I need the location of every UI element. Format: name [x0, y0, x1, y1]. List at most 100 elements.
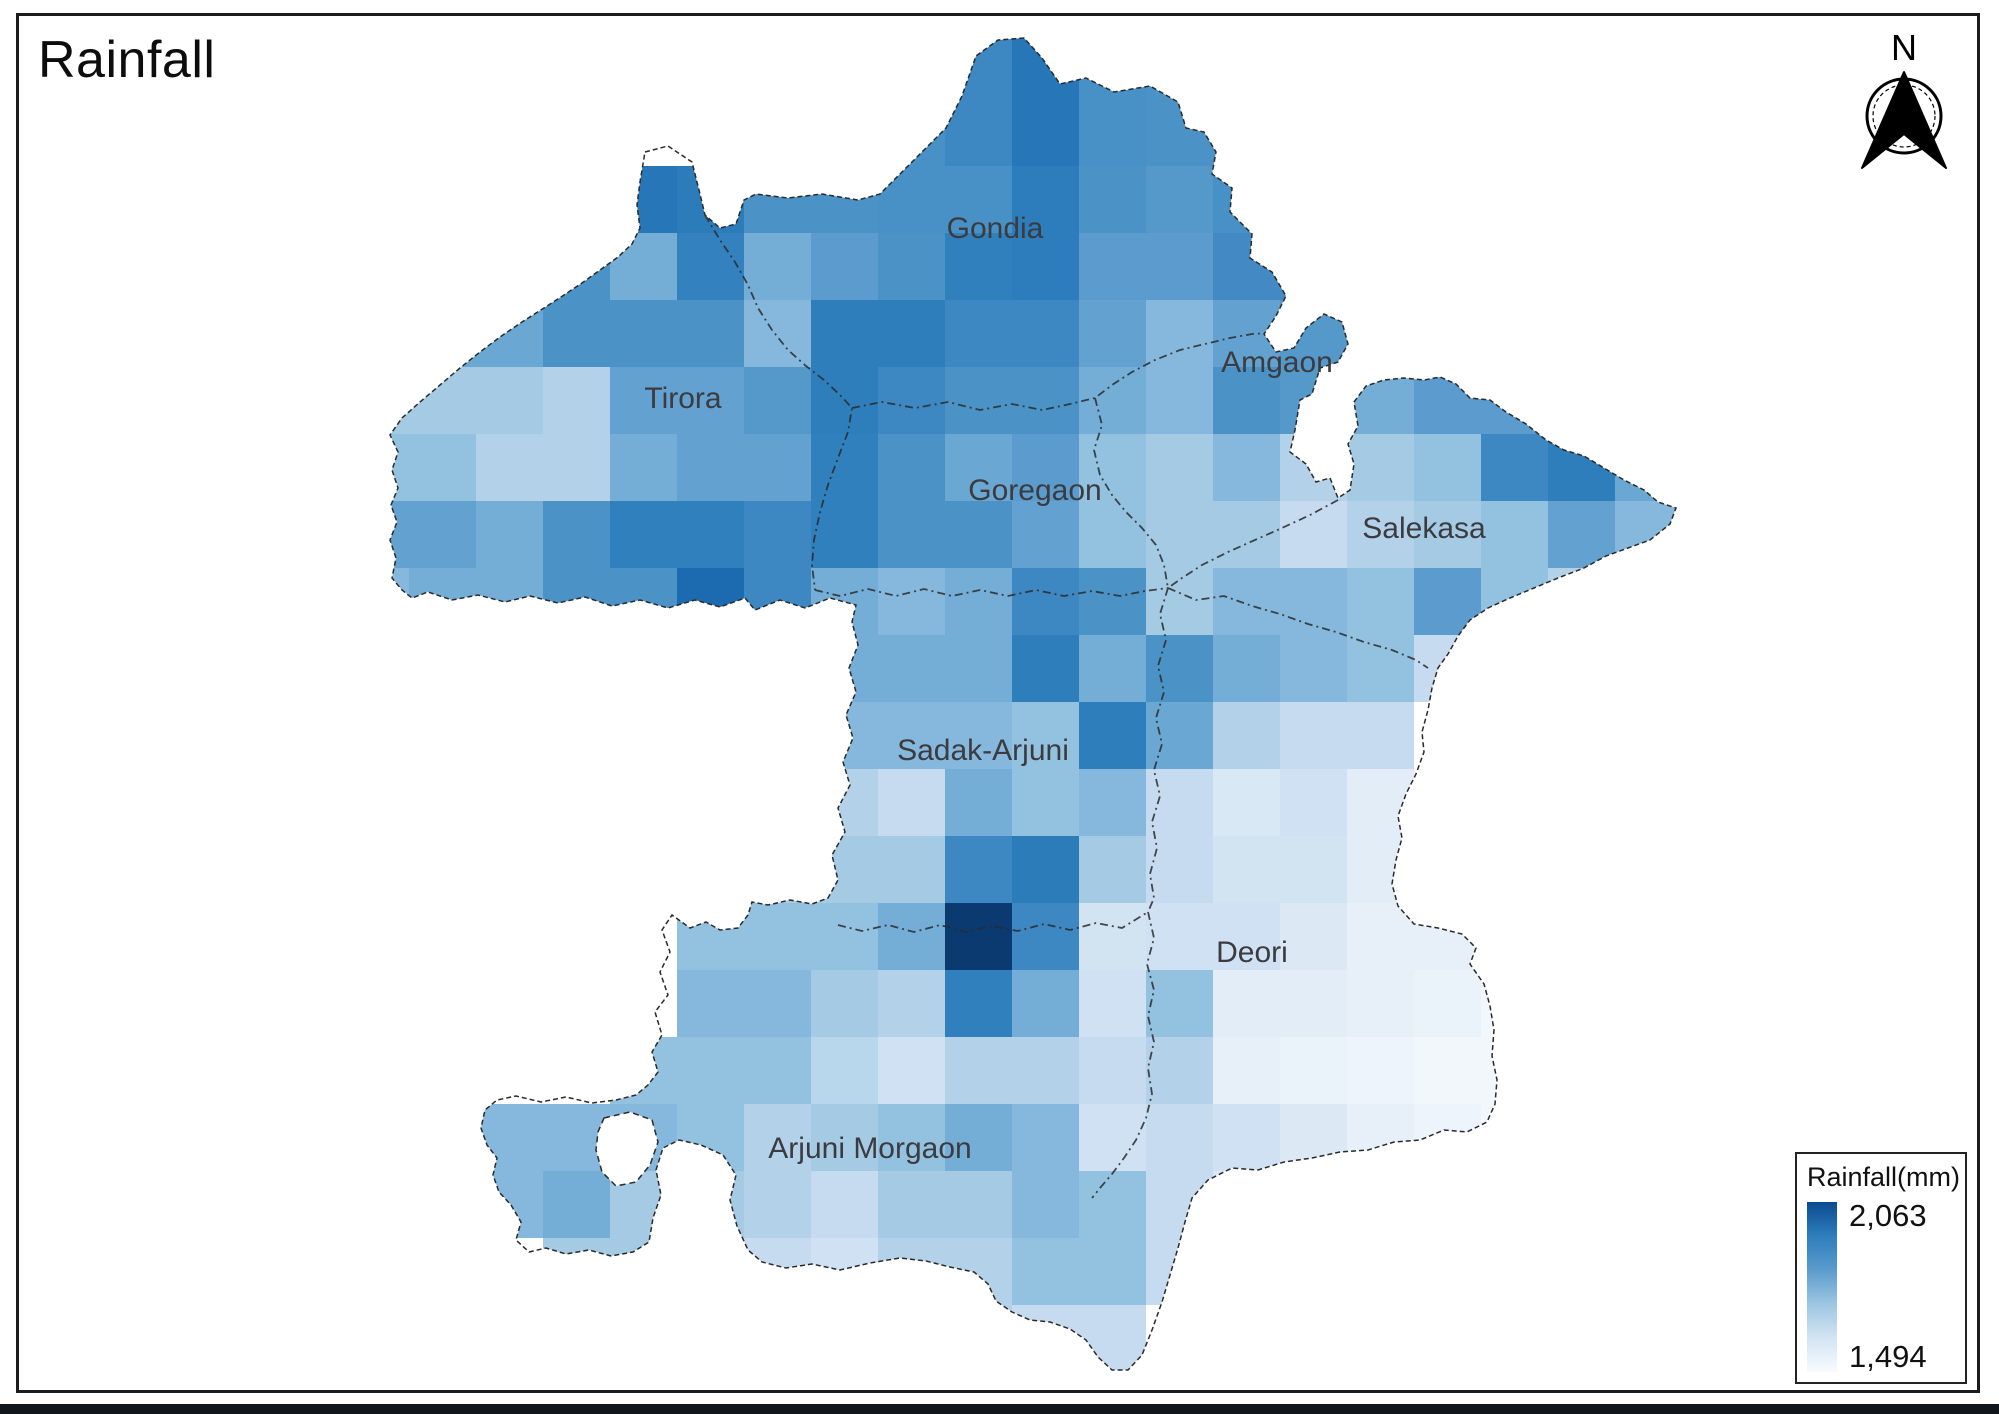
raster-cell — [1414, 568, 1481, 635]
raster-cell — [1213, 501, 1280, 568]
raster-cell — [1146, 367, 1213, 434]
page-title: Rainfall — [38, 31, 216, 89]
raster-cell — [1146, 1037, 1213, 1104]
raster-cell — [677, 1238, 744, 1305]
raster-cell — [945, 769, 1012, 836]
raster-cell — [744, 568, 811, 635]
raster-cell — [1347, 568, 1414, 635]
raster-cell — [1012, 568, 1079, 635]
raster-cell — [811, 635, 878, 702]
raster-cell — [945, 38, 1012, 99]
raster-cell — [390, 501, 409, 568]
raster-cell — [1146, 300, 1213, 367]
raster-cell — [1213, 166, 1280, 233]
raster-cell — [811, 1238, 878, 1305]
raster-cell — [1213, 568, 1280, 635]
raster-cell — [1213, 1104, 1280, 1171]
raster-cell — [811, 300, 878, 367]
raster-cell — [1079, 1037, 1146, 1104]
raster-cell — [878, 99, 945, 166]
raster-cell — [390, 568, 409, 635]
raster-cell — [878, 501, 945, 568]
raster-cell — [945, 1305, 1012, 1370]
raster-cell — [878, 1037, 945, 1104]
raster-cell — [1615, 434, 1676, 501]
raster-cell — [1146, 434, 1213, 501]
raster-cell — [878, 367, 945, 434]
north-arrow-pointer — [1861, 71, 1947, 169]
raster-cell — [677, 903, 744, 970]
legend-box: Rainfall(mm) 2,063 1,494 — [1795, 1152, 1967, 1384]
raster-cell — [1213, 233, 1280, 300]
raster-cell — [878, 1305, 945, 1370]
raster-cell — [744, 1037, 811, 1104]
region-label: Arjuni Morgaon — [768, 1132, 971, 1165]
raster-cell — [1012, 501, 1079, 568]
raster-cell — [945, 836, 1012, 903]
raster-cell — [677, 1037, 744, 1104]
raster-cell — [1347, 836, 1414, 903]
raster-cell — [811, 568, 878, 635]
raster-cell — [610, 166, 677, 233]
raster-cell — [1414, 635, 1481, 702]
raster-cell — [1079, 99, 1146, 166]
raster-cell — [945, 300, 1012, 367]
raster-cell — [1280, 702, 1347, 769]
raster-cell — [1280, 903, 1347, 970]
raster-cell — [744, 836, 811, 903]
raster-cell — [1079, 702, 1146, 769]
raster-cell — [1012, 300, 1079, 367]
raster-cell — [811, 903, 878, 970]
raster-cell — [1347, 903, 1414, 970]
raster-cell — [1414, 367, 1481, 434]
raster-cell — [1347, 300, 1414, 367]
raster-cell — [409, 501, 476, 568]
raster-cell — [1012, 367, 1079, 434]
raster-cell — [476, 300, 543, 367]
raster-cell — [1280, 635, 1347, 702]
raster-cell — [543, 501, 610, 568]
raster-cell — [1079, 836, 1146, 903]
district-outline — [389, 37, 1677, 1371]
north-arrow: N — [1861, 27, 1947, 169]
raster-cell — [1012, 769, 1079, 836]
legend-min-value: 1,494 — [1849, 1339, 1927, 1374]
raster-cell — [878, 1238, 945, 1305]
raster-cell — [811, 1171, 878, 1238]
raster-cell — [878, 38, 945, 99]
raster-cell — [945, 99, 1012, 166]
raster-cell — [878, 300, 945, 367]
raster-cell — [1414, 970, 1481, 1037]
raster-cell — [409, 367, 476, 434]
raster-cell — [945, 1037, 1012, 1104]
raster-cell — [476, 367, 543, 434]
raster-cell — [878, 903, 945, 970]
raster-cell — [543, 166, 610, 233]
raster-cell — [1146, 1104, 1213, 1171]
raster-cell — [1481, 1104, 1548, 1171]
raster-cell — [811, 836, 878, 903]
raster-cell — [677, 300, 744, 367]
boundary-sadakarjuni-deori — [1147, 587, 1169, 913]
boundary-goregaon-sadakarjuni — [814, 587, 1169, 597]
raster-cell — [1012, 1171, 1079, 1238]
raster-cell — [1079, 903, 1146, 970]
raster-cell — [1146, 1171, 1213, 1238]
raster-cell — [1347, 635, 1414, 702]
raster-cell — [1012, 970, 1079, 1037]
raster-cell — [878, 1104, 945, 1171]
raster-cell — [1146, 635, 1213, 702]
raster-cell — [945, 1238, 1012, 1305]
raster-cell — [811, 702, 878, 769]
region-label: Sadak-Arjuni — [897, 734, 1069, 767]
raster-cell — [1079, 233, 1146, 300]
raster-cell — [1615, 501, 1676, 568]
raster-cell — [677, 166, 744, 233]
raster-cell — [1012, 836, 1079, 903]
raster-cell — [878, 970, 945, 1037]
raster-cell — [1481, 501, 1548, 568]
raster-cell — [811, 1037, 878, 1104]
raster-cell — [1347, 702, 1414, 769]
raster-cell — [1079, 769, 1146, 836]
raster-cell — [744, 635, 811, 702]
